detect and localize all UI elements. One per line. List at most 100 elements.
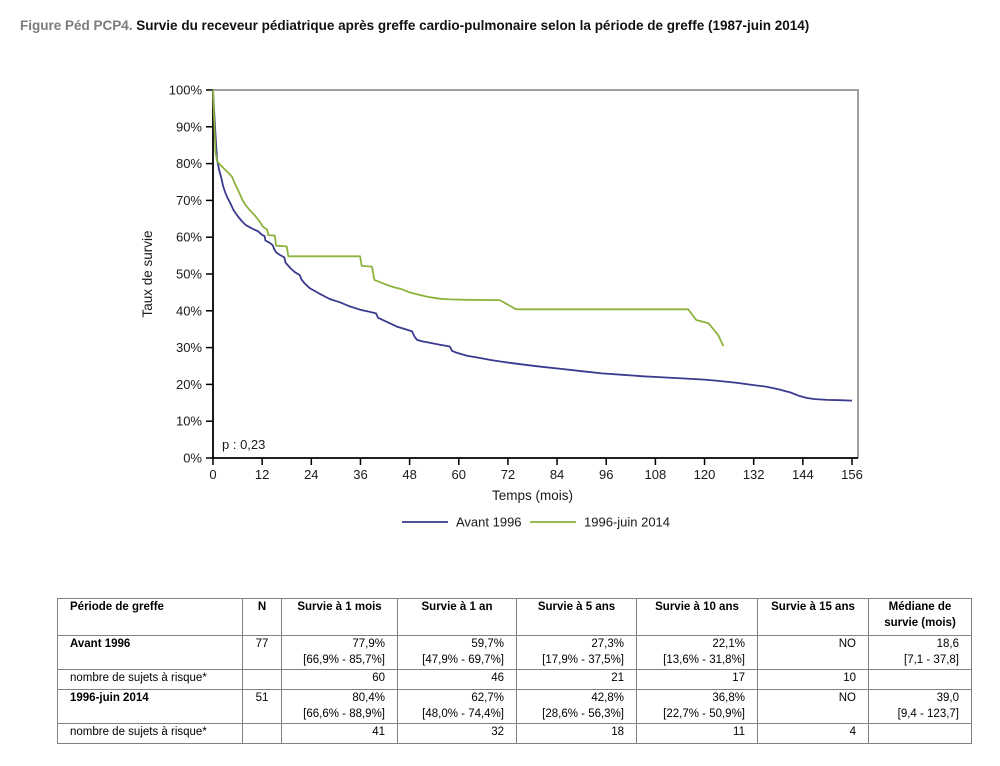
row-label: nombre de sujets à risque*: [57, 723, 243, 745]
cell-ci: [28,6% - 56,3%]: [542, 707, 624, 720]
cell-survie-15-ans: NO: [757, 634, 869, 671]
plot-frame: [213, 89, 859, 458]
x-tick-label: 12: [255, 467, 269, 482]
cell-survie-5-ans: 27,3% [17,9% - 37,5%]: [516, 634, 637, 671]
cell-value: 36,8%: [712, 692, 745, 705]
x-tick-label: 48: [402, 467, 416, 482]
x-tick-label: 144: [792, 467, 814, 482]
header-survie-1-an: Survie à 1 an: [397, 598, 517, 636]
cell-value: 59,7%: [471, 638, 504, 650]
row-label: Avant 1996: [57, 634, 243, 671]
cell-survie-1-mois: 77,9% [66,9% - 85,7%]: [281, 634, 398, 671]
plot-axes: [212, 90, 858, 459]
table-row-risque-1: nombre de sujets à risque* 60 46 21 17 1…: [57, 669, 972, 691]
y-tick-label: 40%: [176, 303, 202, 318]
series-curve-1: [212, 89, 725, 347]
y-tick-label: 100%: [169, 83, 203, 98]
cell-survie-10-ans: 22,1% [13,6% - 31,8%]: [636, 634, 758, 671]
table-row-risque-2: nombre de sujets à risque* 41 32 18 11 4: [57, 723, 972, 745]
cell-survie-1-an: 62,7% [48,0% - 74,4%]: [397, 689, 517, 725]
y-tick-label: 20%: [176, 377, 202, 392]
y-tick-label: 60%: [176, 230, 202, 245]
figure-title-prefix: Figure Péd PCP4.: [20, 18, 133, 33]
y-tick-label: 90%: [176, 119, 202, 134]
x-tick-label: 36: [353, 467, 367, 482]
cell-ci: [7,1 - 37,8]: [904, 653, 959, 666]
y-tick-label: 50%: [176, 267, 202, 282]
cell-mediane: 18,6 [7,1 - 37,8]: [868, 634, 972, 671]
y-tick-label: 10%: [176, 414, 202, 429]
cell-risque: 17: [636, 669, 758, 691]
x-tick-label: 132: [743, 467, 765, 482]
survival-table: Période de greffe N Survie à 1 mois Surv…: [57, 598, 972, 745]
x-tick-label: 156: [841, 467, 863, 482]
cell-risque: 46: [397, 669, 517, 691]
cell-ci: [9,4 - 123,7]: [897, 707, 959, 720]
header-survie-5-ans: Survie à 5 ans: [516, 598, 637, 636]
cell-value: 62,7%: [471, 692, 504, 705]
cell-risque: 41: [281, 723, 398, 745]
table-row-avant-1996: Avant 1996 77 77,9% [66,9% - 85,7%] 59,7%…: [57, 634, 972, 671]
table-header-row: Période de greffe N Survie à 1 mois Surv…: [57, 598, 972, 636]
y-tick-label: 70%: [176, 193, 202, 208]
cell-ci: [66,6% - 88,9%]: [303, 707, 385, 720]
figure-title: Figure Péd PCP4. Survie du receveur pédi…: [20, 18, 809, 33]
cell-risque: [868, 669, 972, 691]
x-tick-label: 60: [452, 467, 466, 482]
cell-risque: 11: [636, 723, 758, 745]
legend-label-1: 1996-juin 2014: [584, 515, 670, 530]
cell-value: 42,8%: [591, 692, 624, 705]
cell-risque: 21: [516, 669, 637, 691]
cell-value: 80,4%: [352, 692, 385, 705]
header-mediane: Médiane de survie (mois): [868, 598, 972, 636]
survival-chart: 0% 10% 20% 30% 40% 50% 60% 70% 80% 90% 100% 0 12 24 36…: [140, 83, 863, 530]
x-axis-title: Temps (mois): [492, 488, 573, 503]
x-tick-label: 0: [209, 467, 216, 482]
header-survie-1-mois: Survie à 1 mois: [281, 598, 398, 636]
cell-survie-5-ans: 42,8% [28,6% - 56,3%]: [516, 689, 637, 725]
figure-title-text: Survie du receveur pédiatrique après gre…: [136, 18, 810, 33]
cell-value: 18,6: [936, 638, 959, 650]
y-axis-title: Taux de survie: [140, 230, 155, 317]
series-curve-0: [212, 89, 853, 402]
cell-ci: [48,0% - 74,4%]: [422, 707, 504, 720]
cell-survie-1-an: 59,7% [47,9% - 69,7%]: [397, 634, 517, 671]
header-survie-15-ans: Survie à 15 ans: [757, 598, 869, 636]
y-tick-label: 80%: [176, 156, 202, 171]
cell-survie-10-ans: 36,8% [22,7% - 50,9%]: [636, 689, 758, 725]
cell-ci: [17,9% - 37,5%]: [542, 653, 624, 666]
y-tick-label: 30%: [176, 340, 202, 355]
cell-value: 39,0: [936, 692, 959, 705]
cell-ci: [22,7% - 50,9%]: [663, 707, 745, 720]
cell-survie-1-mois: 80,4% [66,6% - 88,9%]: [281, 689, 398, 725]
cell-n: 77: [242, 634, 282, 671]
header-periode: Période de greffe: [57, 598, 243, 636]
cell-risque: 60: [281, 669, 398, 691]
legend-label-0: Avant 1996: [456, 515, 522, 530]
row-label: 1996-juin 2014: [57, 689, 243, 725]
cell-ci: [47,9% - 69,7%]: [422, 653, 504, 666]
cell-value: 22,1%: [712, 638, 745, 650]
cell-mediane: 39,0 [9,4 - 123,7]: [868, 689, 972, 725]
x-tick-label: 120: [694, 467, 716, 482]
cell-risque: [868, 723, 972, 745]
x-tick-label: 84: [550, 467, 564, 482]
row-label: nombre de sujets à risque*: [57, 669, 243, 691]
y-tick-label: 0%: [183, 451, 202, 466]
table-row-1996-juin-2014: 1996-juin 2014 51 80,4% [66,6% - 88,9%] 6…: [57, 689, 972, 725]
cell-ci: [13,6% - 31,8%]: [663, 653, 745, 666]
cell-empty: [242, 669, 282, 691]
x-tick-label: 24: [304, 467, 318, 482]
cell-risque: 10: [757, 669, 869, 691]
cell-risque: 32: [397, 723, 517, 745]
cell-ci: [66,9% - 85,7%]: [303, 653, 385, 666]
x-tick-label: 108: [645, 467, 667, 482]
cell-value: 77,9%: [352, 638, 385, 650]
header-survie-10-ans: Survie à 10 ans: [636, 598, 758, 636]
cell-n: 51: [242, 689, 282, 725]
cell-value: 27,3%: [591, 638, 624, 650]
x-tick-label: 72: [501, 467, 515, 482]
cell-risque: 18: [516, 723, 637, 745]
header-n: N: [242, 598, 282, 636]
p-value-annotation: p : 0,23: [222, 437, 265, 452]
